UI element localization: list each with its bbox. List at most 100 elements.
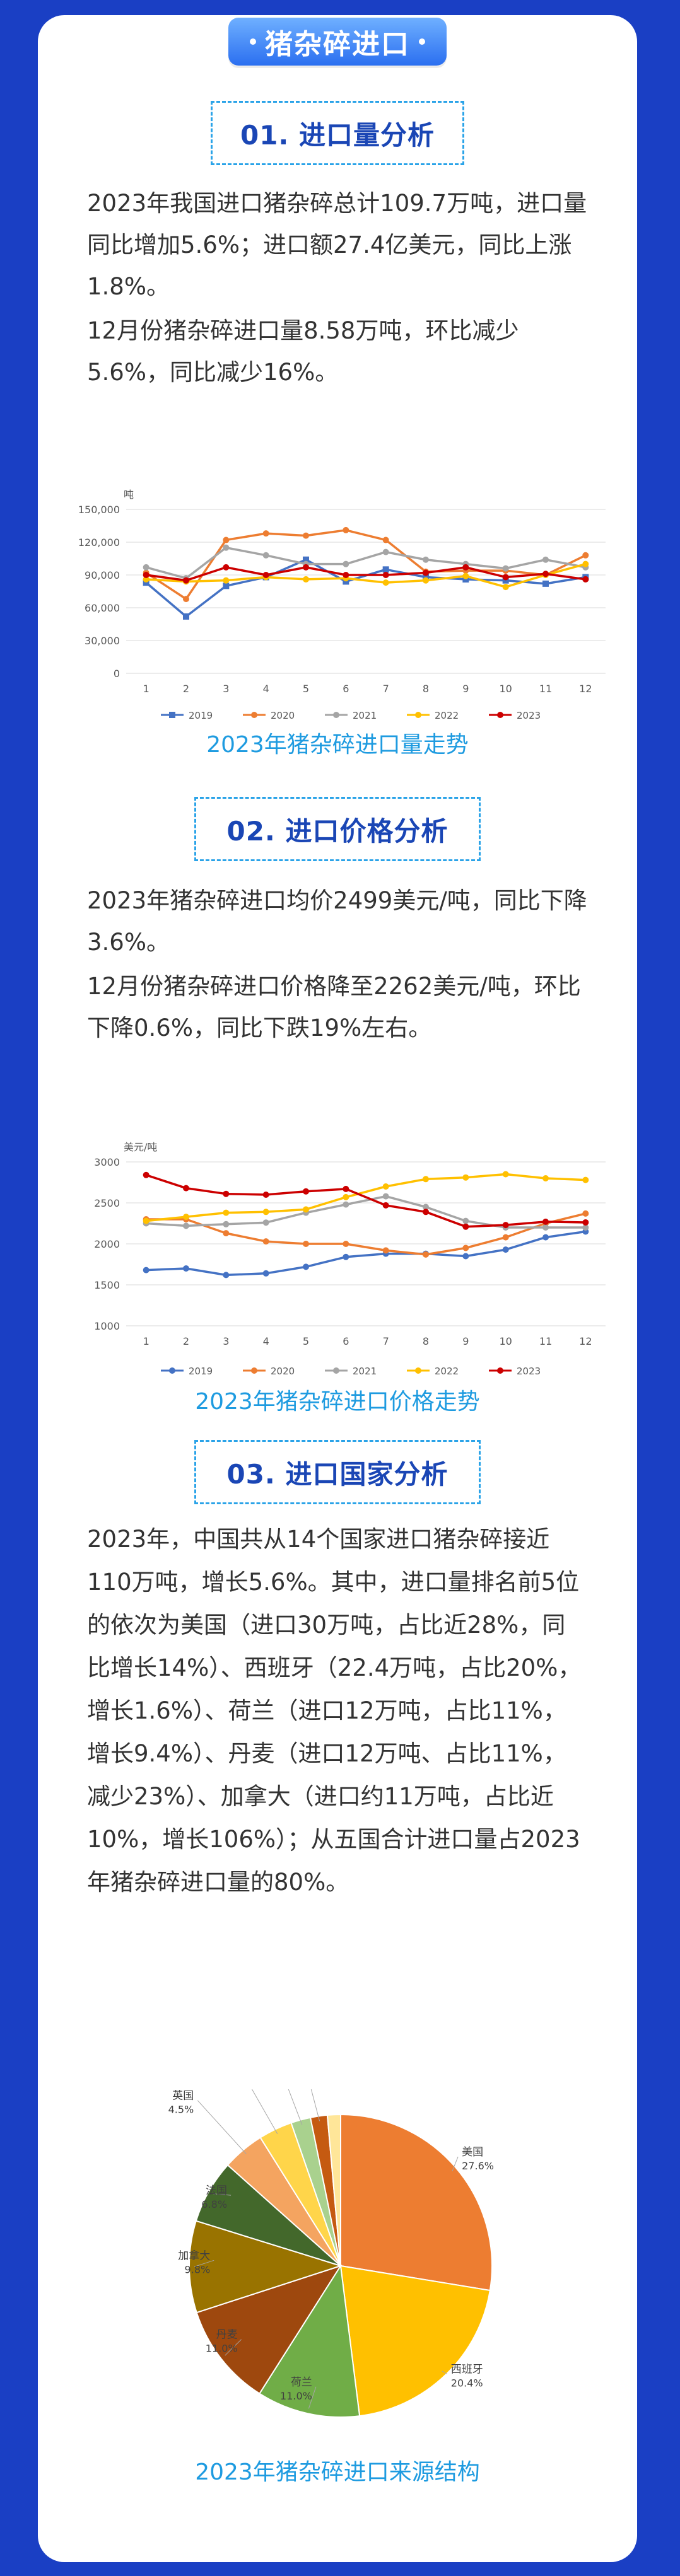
page-title-banner: 猪杂碎进口	[228, 18, 447, 66]
x-tick-label: 6	[343, 1335, 349, 1347]
data-point-2023	[223, 1190, 230, 1197]
data-point-2022	[423, 1176, 429, 1183]
legend-marker	[251, 1367, 257, 1374]
data-point-2023	[183, 1185, 189, 1192]
x-tick-label: 1	[143, 1335, 149, 1347]
section-text-price: 2023年猪杂碎进口均价2499美元/吨，同比下降3.6%。 12月份猪杂碎进口…	[87, 880, 588, 1052]
data-point-2021	[223, 1221, 230, 1227]
data-point-2023	[143, 1171, 149, 1178]
legend-marker	[497, 1367, 503, 1374]
data-point-2019	[502, 1246, 509, 1253]
slice-value-label: 6.8%	[201, 2198, 227, 2210]
x-tick-label: 7	[383, 683, 389, 695]
slice-value-label: 20.4%	[451, 2377, 483, 2389]
pie-slice	[196, 2265, 343, 2395]
legend-label: 2021	[353, 710, 377, 721]
legend-label: 2020	[271, 1366, 295, 1377]
legend-marker	[169, 712, 175, 718]
chart-caption-volume: 2023年猪杂碎进口量走势	[206, 732, 469, 758]
data-point-2020	[223, 1230, 230, 1237]
legend-marker	[251, 712, 257, 718]
chart-caption-price: 2023年猪杂碎进口价格走势	[195, 1389, 480, 1415]
leader-line	[197, 2100, 247, 2154]
leader-line	[288, 2089, 303, 2125]
slice-value-label: 9.8%	[185, 2263, 211, 2275]
data-point-2019	[183, 1265, 189, 1272]
slice-label: 丹麦	[216, 2329, 238, 2341]
data-point-2021	[262, 552, 269, 559]
data-point-2022	[582, 560, 589, 567]
slice-value-label: 27.6%	[462, 2160, 494, 2172]
data-point-2020	[582, 1210, 589, 1217]
data-point-2023	[542, 1218, 549, 1225]
data-point-2021	[382, 1193, 389, 1200]
x-tick-label: 12	[579, 683, 592, 695]
legend-label: 2023	[517, 710, 541, 721]
data-point-2020	[343, 1241, 349, 1247]
data-point-2023	[582, 1219, 589, 1226]
y-tick-label: 0	[114, 668, 120, 680]
slice-label: 法国	[206, 2184, 227, 2197]
data-point-2023	[303, 1188, 309, 1195]
slice-label: 英国	[172, 2090, 194, 2103]
data-point-2021	[502, 565, 509, 572]
series-line-2023	[146, 566, 586, 582]
section-text-volume: 2023年我国进口猪杂碎总计109.7万吨，进口量同比增加5.6%；进口额27.…	[87, 183, 588, 396]
data-point-2023	[343, 1185, 349, 1192]
y-axis-label: 吨	[124, 489, 134, 501]
data-point-2022	[303, 1206, 309, 1213]
data-point-2020	[183, 596, 189, 603]
pie-slice	[340, 2113, 493, 2292]
data-point-2022	[462, 1174, 469, 1181]
x-tick-label: 5	[303, 683, 309, 695]
data-point-2023	[303, 564, 309, 571]
data-point-2023	[143, 572, 149, 578]
data-point-2023	[542, 571, 549, 577]
series-line-2022	[146, 1173, 586, 1222]
y-tick-label: 60,000	[85, 602, 120, 614]
y-tick-label: 30,000	[85, 635, 120, 647]
leader-line	[225, 2339, 242, 2356]
data-point-2020	[462, 1244, 469, 1251]
data-point-2020	[582, 552, 589, 559]
x-tick-label: 5	[303, 1335, 309, 1347]
data-point-2019	[143, 1267, 149, 1273]
paragraph: 2023年我国进口猪杂碎总计109.7万吨，进口量同比增加5.6%；进口额27.…	[87, 190, 587, 300]
data-point-2019	[343, 578, 349, 585]
data-point-2023	[462, 1223, 469, 1230]
data-point-2019	[223, 583, 230, 589]
data-point-2022	[223, 1209, 230, 1216]
slice-value-label: 11.0%	[280, 2390, 312, 2402]
data-point-2019	[183, 613, 189, 620]
paragraph: 12月份猪杂碎进口价格降至2262美元/吨，环比下降0.6%，同比下跌19%左右…	[87, 973, 581, 1041]
y-axis-label: 美元/吨	[124, 1141, 157, 1153]
data-point-2022	[143, 576, 149, 583]
data-point-2022	[262, 1209, 269, 1215]
x-tick-label: 8	[423, 683, 429, 695]
leader-line	[452, 2156, 459, 2172]
bullet-dot-icon	[419, 38, 425, 45]
legend-label: 2023	[517, 1366, 541, 1377]
data-point-2021	[262, 1219, 269, 1226]
data-point-2022	[462, 572, 469, 579]
section-heading-price: 02. 进口价格分析	[194, 797, 481, 861]
data-point-2023	[462, 564, 469, 571]
leader-line	[308, 2386, 317, 2409]
data-point-2023	[262, 1192, 269, 1198]
data-point-2019	[462, 1253, 469, 1260]
slice-value-label: 11.0%	[206, 2343, 238, 2355]
pie-slice	[259, 2264, 361, 2418]
legend-label: 2020	[271, 710, 295, 721]
data-point-2019	[423, 574, 429, 581]
data-point-2022	[502, 1171, 509, 1178]
series-line-2021	[146, 1195, 586, 1229]
chart-caption-countries: 2023年猪杂碎进口来源结构	[195, 2459, 480, 2485]
y-tick-label: 2500	[94, 1197, 120, 1209]
data-point-2019	[502, 577, 509, 584]
data-point-2019	[462, 576, 469, 583]
legend-label: 2022	[435, 1366, 459, 1377]
data-point-2020	[502, 1234, 509, 1241]
x-tick-label: 1	[143, 683, 149, 695]
legend-marker	[333, 712, 339, 718]
slice-label: 美国	[462, 2146, 483, 2159]
